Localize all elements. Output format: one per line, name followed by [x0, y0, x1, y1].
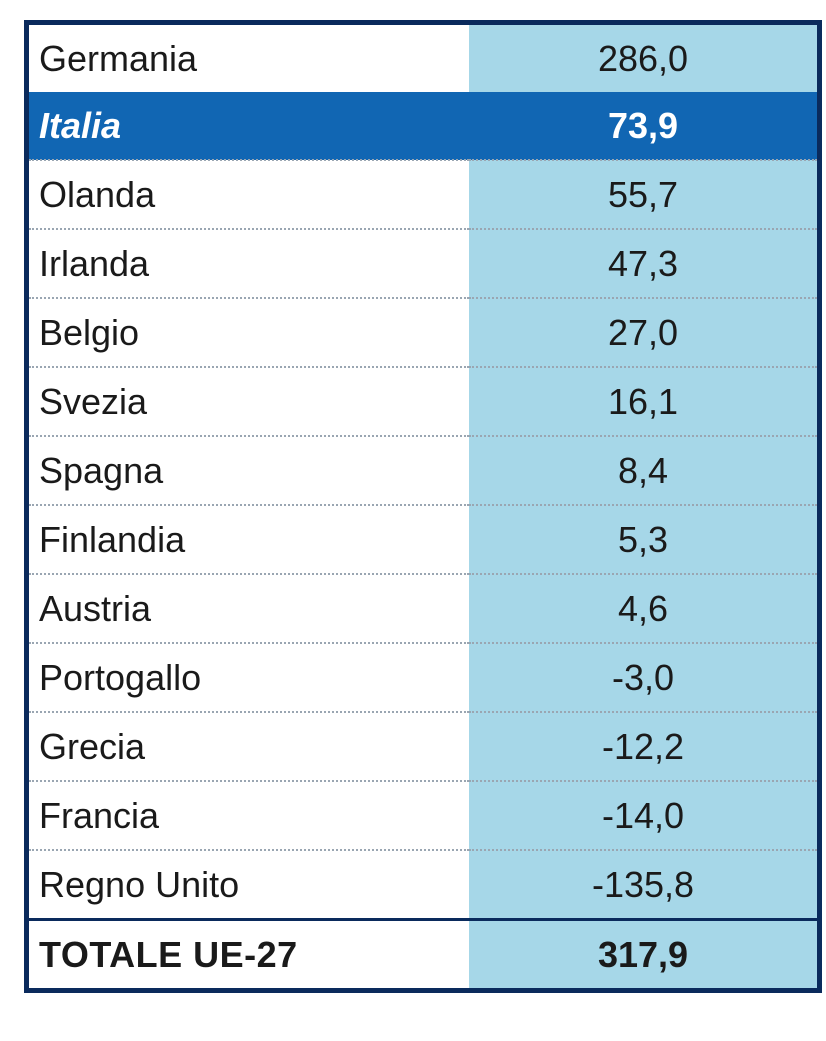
table-row: Regno Unito -135,8 — [27, 850, 820, 920]
country-cell: Finlandia — [27, 505, 470, 574]
table-row: Svezia 16,1 — [27, 367, 820, 436]
country-cell: Irlanda — [27, 229, 470, 298]
country-cell: Austria — [27, 574, 470, 643]
country-cell: Svezia — [27, 367, 470, 436]
table-container: Germania 286,0 Italia 73,9 Olanda 55,7 I… — [0, 0, 826, 1013]
value-cell: -135,8 — [469, 850, 820, 920]
value-cell: 286,0 — [469, 23, 820, 93]
value-cell: 27,0 — [469, 298, 820, 367]
value-cell: 8,4 — [469, 436, 820, 505]
data-table: Germania 286,0 Italia 73,9 Olanda 55,7 I… — [24, 20, 822, 993]
table-row: Olanda 55,7 — [27, 160, 820, 229]
table-row: Francia -14,0 — [27, 781, 820, 850]
country-cell: Portogallo — [27, 643, 470, 712]
country-cell: Francia — [27, 781, 470, 850]
total-label-cell: TOTALE UE-27 — [27, 920, 470, 991]
country-cell: Grecia — [27, 712, 470, 781]
country-cell: Olanda — [27, 160, 470, 229]
table-row: Irlanda 47,3 — [27, 229, 820, 298]
value-cell: 47,3 — [469, 229, 820, 298]
country-cell: Italia — [27, 92, 470, 160]
table-body: Germania 286,0 Italia 73,9 Olanda 55,7 I… — [27, 23, 820, 991]
value-cell: -3,0 — [469, 643, 820, 712]
table-row: Spagna 8,4 — [27, 436, 820, 505]
value-cell: 5,3 — [469, 505, 820, 574]
table-row: Belgio 27,0 — [27, 298, 820, 367]
value-cell: 4,6 — [469, 574, 820, 643]
table-row: Germania 286,0 — [27, 23, 820, 93]
table-row: Austria 4,6 — [27, 574, 820, 643]
value-cell: -12,2 — [469, 712, 820, 781]
value-cell: 73,9 — [469, 92, 820, 160]
country-cell: Regno Unito — [27, 850, 470, 920]
country-cell: Germania — [27, 23, 470, 93]
value-cell: -14,0 — [469, 781, 820, 850]
value-cell: 55,7 — [469, 160, 820, 229]
country-cell: Spagna — [27, 436, 470, 505]
value-cell: 16,1 — [469, 367, 820, 436]
table-row: Finlandia 5,3 — [27, 505, 820, 574]
country-cell: Belgio — [27, 298, 470, 367]
table-row: Grecia -12,2 — [27, 712, 820, 781]
total-row: TOTALE UE-27 317,9 — [27, 920, 820, 991]
table-row: Italia 73,9 — [27, 92, 820, 160]
total-value-cell: 317,9 — [469, 920, 820, 991]
table-row: Portogallo -3,0 — [27, 643, 820, 712]
